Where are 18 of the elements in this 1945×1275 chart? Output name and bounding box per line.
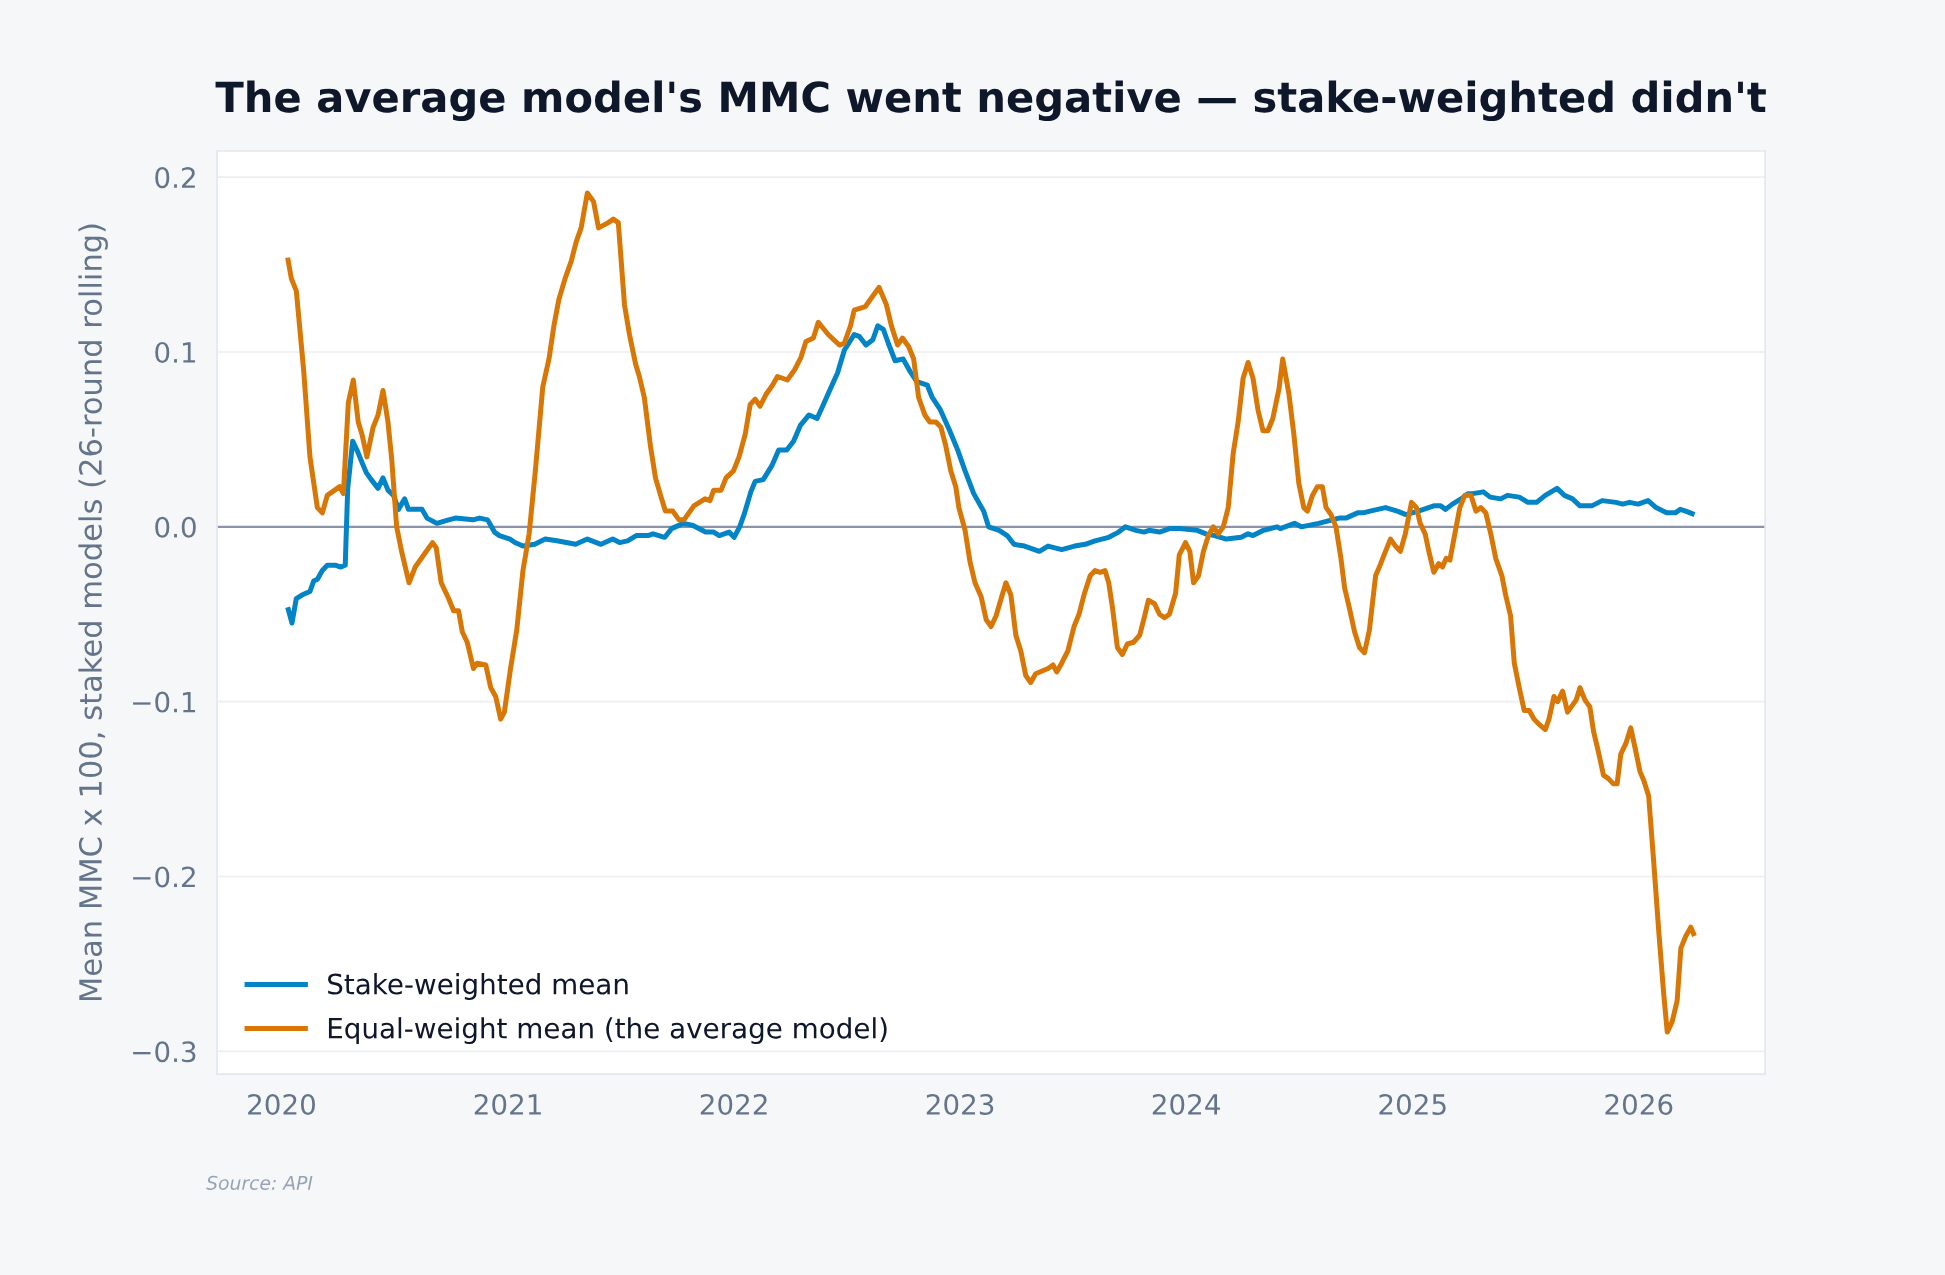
x-tick-label: 2020	[248, 1093, 315, 1116]
y-tick-label: −0.3	[133, 1041, 196, 1063]
x-tick-label: 2023	[926, 1093, 994, 1116]
y-tick-label: −0.1	[133, 691, 196, 713]
x-tick-label: 2024	[1152, 1093, 1220, 1116]
x-tick-label: 2021	[474, 1093, 541, 1116]
x-tick-label: 2022	[700, 1093, 767, 1116]
legend-label: Equal-weight mean (the average model)	[328, 1017, 887, 1045]
y-tick-label: 0.0	[155, 516, 196, 538]
x-tick-label: 2025	[1379, 1093, 1446, 1116]
chart-title: The average model's MMC went negative — stake-weighted didn't	[215, 80, 1766, 122]
legend-label: Stake-weighted mean	[328, 973, 628, 1000]
y-tick-label: 0.2	[155, 167, 195, 189]
y-tick-label: 0.1	[155, 341, 196, 363]
source-note: Source: API	[206, 1175, 313, 1190]
y-tick-label: −0.2	[133, 866, 195, 888]
y-axis-title: Mean MMC x 100, staked models (26-round rolling)	[78, 224, 108, 1001]
x-tick-label: 2026	[1605, 1093, 1673, 1116]
